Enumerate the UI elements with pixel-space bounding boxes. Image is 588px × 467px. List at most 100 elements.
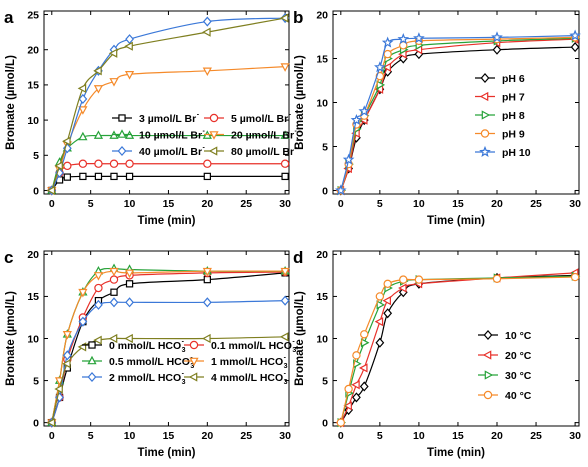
data-point <box>63 173 71 181</box>
legend-marker <box>88 341 96 349</box>
data-point <box>358 105 371 117</box>
data-point <box>281 172 289 181</box>
x-tick-label: 30 <box>279 430 291 442</box>
legend-label: 1 mmol/L HCO <box>211 356 283 368</box>
x-tick-label: 0 <box>338 430 344 442</box>
x-tick-label: 25 <box>240 430 252 442</box>
data-point <box>79 172 87 181</box>
legend-superscript: - <box>284 371 287 378</box>
legend-label: 10 °C <box>505 330 532 342</box>
data-point <box>55 392 64 403</box>
legend-marker <box>480 72 490 84</box>
x-tick-label: 0 <box>49 198 55 210</box>
data-point <box>360 338 370 348</box>
data-point <box>351 380 360 390</box>
data-point <box>344 384 353 394</box>
series-line <box>51 162 286 191</box>
data-point <box>94 172 103 181</box>
legend-label: 0.5 mmol/L HCO <box>109 356 190 368</box>
data-point <box>124 333 133 344</box>
y-tick-label: 10 <box>27 333 39 345</box>
panel-letter: b <box>293 8 303 27</box>
data-point <box>62 330 72 340</box>
x-tick-label: 15 <box>163 430 175 442</box>
legend-entry: 2 mmol/L HCO 3- <box>82 371 186 386</box>
y-tick-label: 0 <box>322 185 328 197</box>
series-3 <box>337 33 581 196</box>
legend-label: 20 µmol/L Br <box>231 129 294 141</box>
legend-entry: pH 6 <box>475 73 525 85</box>
data-point <box>492 274 502 283</box>
panel-c: c 0 5 10 15 20 25 30 0 5 10 15 20 Time (min) Bromate (… <box>4 248 296 459</box>
legend-entry: 3 µmol/L Br - <box>112 112 200 125</box>
data-point <box>203 172 211 181</box>
x-tick-label: 10 <box>124 198 136 210</box>
data-point <box>93 130 104 139</box>
legend-subscript: 3 <box>190 363 194 370</box>
series-1 <box>336 270 580 428</box>
data-point <box>397 33 410 45</box>
legend-marker <box>87 355 97 365</box>
series-line <box>340 36 576 191</box>
legend-marker <box>479 91 489 102</box>
legend-entry: pH 10 <box>475 145 531 159</box>
y-tick-label: 10 <box>316 333 328 345</box>
data-point <box>94 299 103 310</box>
data-point <box>78 159 88 168</box>
x-tick-label: 10 <box>413 198 425 210</box>
series-5 <box>47 295 290 428</box>
legend-entry: 4 mmol/L HCO 3- <box>184 371 288 386</box>
data-point <box>374 61 386 73</box>
panel-a: a 0 5 10 15 20 25 30 0 5 10 15 20 25 Time (min) Bromate… <box>4 8 298 227</box>
legend-superscript: - <box>197 112 200 119</box>
series-line <box>340 35 576 191</box>
y-axis-label: Bromate (µmol/L) <box>5 291 17 386</box>
series-6 <box>46 13 289 196</box>
y-axis-label: Bromate (µmol/L) <box>294 291 306 386</box>
data-point <box>374 317 384 327</box>
series-4 <box>336 272 580 427</box>
data-point <box>46 185 56 196</box>
series-line <box>340 37 576 191</box>
x-tick-label: 30 <box>569 430 581 442</box>
data-point <box>280 295 290 306</box>
data-point <box>280 130 290 139</box>
series-2 <box>335 268 579 428</box>
legend-entry: 0.1 mmol/L HCO 3- <box>184 339 296 354</box>
legend-marker <box>188 372 198 382</box>
legend: pH 6 pH 7 pH 8 pH 9 pH 10 <box>475 73 531 159</box>
data-point <box>570 272 580 282</box>
data-point <box>280 159 290 168</box>
y-tick-label: 5 <box>322 141 328 153</box>
data-point <box>62 350 72 361</box>
legend-entry: 80 µmol/L Br - <box>204 145 298 158</box>
data-point <box>125 172 134 181</box>
series-5 <box>334 29 581 196</box>
legend-subscript: 3 <box>182 379 186 386</box>
legend-entry: 10 °C <box>478 330 532 342</box>
legend-entry: 10 µmol/L Br - <box>112 128 206 141</box>
data-point <box>63 161 72 171</box>
legend-subscript: 3 <box>284 363 288 370</box>
series-line <box>340 38 576 191</box>
x-tick-label: 25 <box>530 430 542 442</box>
legend-superscript: - <box>182 339 185 346</box>
data-point <box>125 280 134 288</box>
panel-b: b 0 5 10 15 20 25 30 0 5 10 15 20 Time (min) Bromate (… <box>293 8 581 227</box>
data-point <box>46 418 56 428</box>
data-point <box>93 85 104 94</box>
x-axis-label: Time (min) <box>138 447 196 459</box>
legend-marker <box>209 113 219 123</box>
series-6 <box>46 332 289 428</box>
data-point <box>359 381 369 392</box>
legend-superscript: - <box>284 355 287 362</box>
y-tick-label: 15 <box>27 291 39 303</box>
data-point <box>78 288 88 298</box>
data-point <box>569 29 581 41</box>
x-tick-label: 5 <box>377 430 383 442</box>
legend-marker <box>483 390 493 400</box>
data-point <box>109 297 119 308</box>
legend-entry: 40 °C <box>478 390 532 402</box>
